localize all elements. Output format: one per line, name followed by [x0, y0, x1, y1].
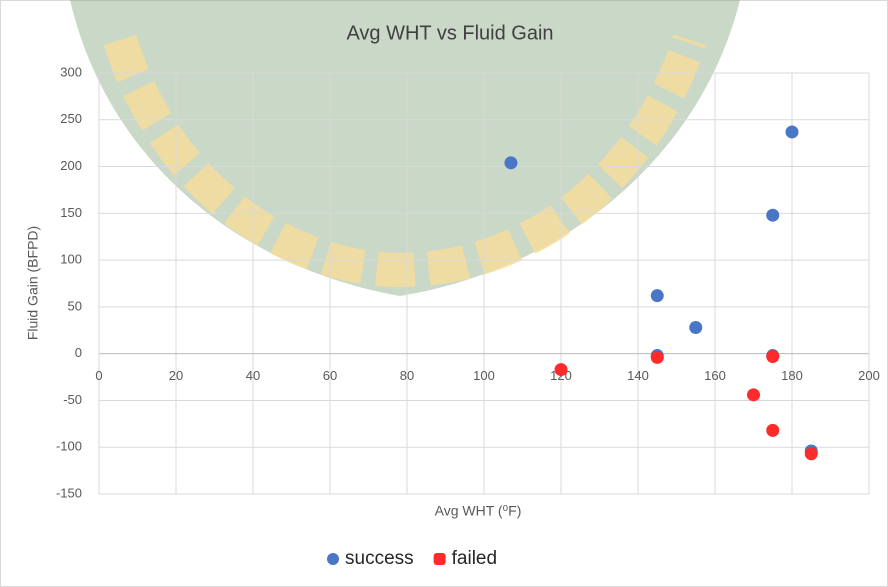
- y-tick-label: 200: [60, 158, 82, 173]
- point: [766, 350, 779, 363]
- y-tick-label: -150: [56, 485, 82, 500]
- chart-title: Avg WHT vs Fluid Gain: [346, 22, 553, 44]
- y-tick-label: 50: [68, 298, 82, 313]
- y-tick-label: -50: [63, 392, 82, 407]
- legend-marker: [327, 553, 339, 565]
- legend: success failed: [327, 548, 497, 569]
- point: [766, 209, 779, 222]
- point: [786, 125, 799, 138]
- point: [651, 351, 664, 364]
- point: [747, 388, 760, 401]
- x-tick-label: 40: [246, 368, 260, 383]
- x-tick-label: 60: [323, 368, 337, 383]
- x-tick-label: 180: [781, 368, 803, 383]
- y-tick-label: 0: [75, 345, 82, 360]
- x-tick-label: 100: [473, 368, 495, 383]
- legend-marker: [434, 553, 446, 565]
- x-axis-title: Avg WHT (⁰F): [435, 503, 522, 519]
- x-tick-label: 0: [95, 368, 102, 383]
- chart: Avg WHT vs Fluid Gain Avg WHT (⁰F) Fluid…: [0, 0, 888, 587]
- legend-label: failed: [452, 548, 497, 569]
- y-tick-label: 150: [60, 205, 82, 220]
- point: [555, 363, 568, 376]
- x-tick-label: 160: [704, 368, 726, 383]
- y-tick-label: 300: [60, 64, 82, 79]
- y-axis-title: Fluid Gain (BFPD): [25, 226, 41, 340]
- point: [805, 447, 818, 460]
- x-tick-label: 140: [627, 368, 649, 383]
- point: [766, 424, 779, 437]
- y-tick-label: 250: [60, 111, 82, 126]
- y-tick-label: -100: [56, 439, 82, 454]
- y-tick-label: 100: [60, 252, 82, 267]
- point: [504, 156, 517, 169]
- point: [689, 321, 702, 334]
- point: [651, 289, 664, 302]
- x-tick-label: 20: [169, 368, 183, 383]
- page: {"chart_data": {"type": "scatter", "titl…: [0, 0, 888, 587]
- legend-label: success: [345, 548, 414, 569]
- x-tick-label: 80: [400, 368, 414, 383]
- x-tick-label: 200: [858, 368, 880, 383]
